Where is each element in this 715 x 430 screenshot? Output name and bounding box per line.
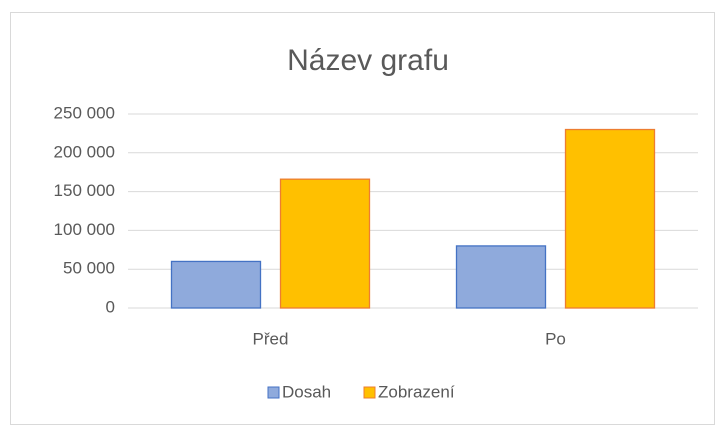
legend-label: Dosah	[282, 382, 331, 401]
y-tick-label: 100 000	[54, 220, 115, 239]
y-tick-label: 50 000	[63, 259, 115, 278]
chart-title: Název grafu	[287, 44, 449, 77]
bar	[170, 260, 262, 309]
bar	[564, 128, 656, 309]
y-tick-label: 0	[106, 297, 115, 316]
y-tick-label: 150 000	[54, 181, 115, 200]
bar	[455, 245, 547, 309]
x-tick-label: Před	[253, 329, 289, 348]
y-tick-label: 250 000	[54, 103, 115, 122]
legend-swatch	[363, 386, 376, 399]
legend-label: Zobrazení	[378, 382, 455, 401]
x-tick-label: Po	[545, 329, 566, 348]
legend-swatch	[267, 386, 280, 399]
bar	[279, 178, 371, 309]
y-tick-label: 200 000	[54, 142, 115, 161]
